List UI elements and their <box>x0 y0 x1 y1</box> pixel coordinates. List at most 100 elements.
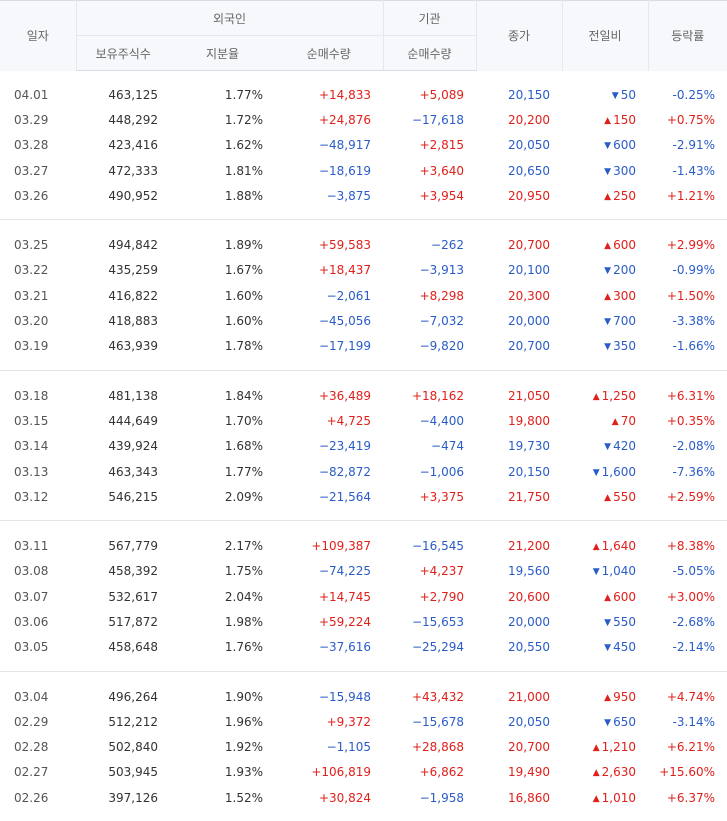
row-rate: -3.14% <box>648 709 727 734</box>
row-change: ▲600 <box>562 232 648 257</box>
group-spacer <box>0 71 727 83</box>
row-change: ▲600 <box>562 584 648 609</box>
row-change-value: 2,630 <box>602 765 636 779</box>
row-date: 03.22 <box>0 258 76 283</box>
row-foreign-net: −48,917 <box>275 133 383 158</box>
triangle-up-icon: ▲ <box>593 743 600 753</box>
row-foreign-net: +36,489 <box>275 383 383 408</box>
row-date: 03.06 <box>0 609 76 634</box>
triangle-down-icon: ▼ <box>604 317 611 327</box>
row-inst-net: −17,618 <box>383 107 476 132</box>
row-close: 20,300 <box>476 283 562 308</box>
row-rate: +6.21% <box>648 735 727 760</box>
row-close: 20,550 <box>476 635 562 660</box>
row-close: 20,700 <box>476 735 562 760</box>
row-holdings: 418,883 <box>76 308 170 333</box>
triangle-up-icon: ▲ <box>593 392 600 402</box>
triangle-down-icon: ▼ <box>604 342 611 352</box>
row-share-ratio: 1.60% <box>170 283 275 308</box>
row-holdings: 444,649 <box>76 408 170 433</box>
row-foreign-net: +9,372 <box>275 709 383 734</box>
row-inst-net: −1,006 <box>383 459 476 484</box>
row-change-value: 150 <box>613 113 636 127</box>
header-date: 일자 <box>0 1 76 71</box>
row-holdings: 532,617 <box>76 584 170 609</box>
row-change-value: 1,010 <box>602 791 636 805</box>
row-inst-net: +8,298 <box>383 283 476 308</box>
row-holdings: 423,416 <box>76 133 170 158</box>
row-share-ratio: 2.09% <box>170 484 275 509</box>
row-change: ▼420 <box>562 434 648 459</box>
row-close: 20,050 <box>476 709 562 734</box>
row-change: ▼300 <box>562 158 648 183</box>
row-share-ratio: 1.76% <box>170 635 275 660</box>
row-foreign-net: +59,583 <box>275 232 383 257</box>
row-change: ▼650 <box>562 709 648 734</box>
group-spacer <box>0 221 727 232</box>
row-close: 20,950 <box>476 183 562 208</box>
triangle-up-icon: ▲ <box>604 693 611 703</box>
row-inst-net: −7,032 <box>383 308 476 333</box>
row-holdings: 463,343 <box>76 459 170 484</box>
row-change: ▲2,630 <box>562 760 648 785</box>
row-close: 19,730 <box>476 434 562 459</box>
row-inst-net: −15,653 <box>383 609 476 634</box>
row-change-value: 300 <box>613 289 636 303</box>
group-spacer <box>0 359 727 371</box>
row-change: ▼700 <box>562 308 648 333</box>
row-close: 20,150 <box>476 459 562 484</box>
row-change: ▼1,600 <box>562 459 648 484</box>
header-share-ratio: 지분율 <box>170 36 275 71</box>
row-close: 21,000 <box>476 684 562 709</box>
row-foreign-net: +14,745 <box>275 584 383 609</box>
triangle-up-icon: ▲ <box>604 192 611 202</box>
row-foreign-net: +59,224 <box>275 609 383 634</box>
row-inst-net: −16,545 <box>383 533 476 558</box>
row-rate: +2.99% <box>648 232 727 257</box>
triangle-up-icon: ▲ <box>604 116 611 126</box>
row-inst-net: −474 <box>383 434 476 459</box>
triangle-down-icon: ▼ <box>604 266 611 276</box>
row-change: ▼350 <box>562 334 648 359</box>
row-rate: -2.91% <box>648 133 727 158</box>
row-inst-net: +3,640 <box>383 158 476 183</box>
row-close: 20,000 <box>476 609 562 634</box>
row-holdings: 397,126 <box>76 785 170 810</box>
triangle-down-icon: ▼ <box>612 91 619 101</box>
row-date: 03.21 <box>0 283 76 308</box>
row-share-ratio: 1.52% <box>170 785 275 810</box>
row-rate: +4.74% <box>648 684 727 709</box>
row-inst-net: +18,162 <box>383 383 476 408</box>
row-holdings: 503,945 <box>76 760 170 785</box>
row-close: 19,800 <box>476 408 562 433</box>
row-holdings: 416,822 <box>76 283 170 308</box>
row-close: 21,200 <box>476 533 562 558</box>
row-rate: +8.38% <box>648 533 727 558</box>
row-holdings: 490,952 <box>76 183 170 208</box>
row-share-ratio: 1.78% <box>170 334 275 359</box>
row-holdings: 458,392 <box>76 559 170 584</box>
row-close: 21,050 <box>476 383 562 408</box>
row-foreign-net: −2,061 <box>275 283 383 308</box>
group-spacer <box>0 810 727 821</box>
row-date: 03.11 <box>0 533 76 558</box>
row-change-value: 350 <box>613 339 636 353</box>
row-change-value: 600 <box>613 238 636 252</box>
row-share-ratio: 1.72% <box>170 107 275 132</box>
row-rate: -0.99% <box>648 258 727 283</box>
row-change: ▼600 <box>562 133 648 158</box>
row-change-value: 200 <box>613 263 636 277</box>
row-rate: -2.68% <box>648 609 727 634</box>
